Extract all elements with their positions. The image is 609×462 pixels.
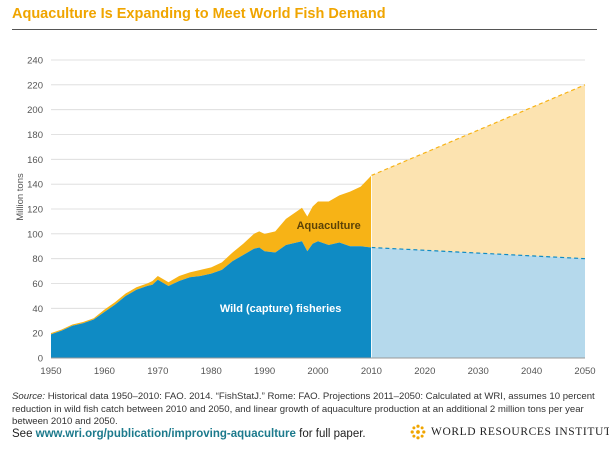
see-paper-line: See www.wri.org/publication/improving-aq… — [12, 428, 366, 440]
x-tick-label-1960: 1960 — [94, 366, 115, 377]
y-tick-label-80: 80 — [32, 254, 43, 265]
y-tick-label-60: 60 — [32, 279, 43, 290]
x-tick-label-1990: 1990 — [254, 366, 275, 377]
paper-link[interactable]: www.wri.org/publication/improving-aquacu… — [35, 428, 296, 440]
aquaculture-projection-line — [371, 84, 586, 177]
x-tick-label-2020: 2020 — [414, 366, 435, 377]
x-tick-label-2010: 2010 — [361, 366, 382, 377]
y-tick-label-40: 40 — [32, 304, 43, 315]
wri-logo: WORLD RESOURCES INSTITUTE — [410, 424, 609, 440]
x-tick-label-1970: 1970 — [147, 366, 168, 377]
y-tick-label-200: 200 — [27, 105, 43, 116]
y-tick-label-20: 20 — [32, 329, 43, 340]
see-suffix: for full paper. — [295, 428, 366, 440]
y-tick-label-240: 240 — [27, 56, 43, 67]
wild-projection-line — [371, 246, 586, 260]
x-tick-label-1950: 1950 — [40, 366, 61, 377]
title-divider — [12, 29, 597, 30]
x-tick-label-2030: 2030 — [468, 366, 489, 377]
aquaculture-projection-area — [371, 84, 585, 259]
y-tick-label-0: 0 — [38, 354, 43, 365]
wild-fisheries-area — [51, 241, 372, 358]
x-tick-label-2050: 2050 — [574, 366, 595, 377]
y-tick-label-220: 220 — [27, 80, 43, 91]
wild-fisheries-label: Wild (capture) fisheries — [220, 303, 342, 315]
see-prefix: See — [12, 428, 36, 440]
y-tick-label-140: 140 — [27, 180, 43, 191]
source-label: Source: — [12, 391, 46, 402]
x-tick-label-2000: 2000 — [307, 366, 328, 377]
aquaculture-label: Aquaculture — [297, 220, 361, 232]
y-tick-label-100: 100 — [27, 229, 43, 240]
source-text: Historical data 1950–2010: FAO. 2014. “F… — [12, 391, 595, 427]
wild-projection-area — [371, 247, 585, 358]
wri-logo-text: WORLD RESOURCES INSTITUTE — [431, 426, 609, 438]
source-note: Source: Historical data 1950–2010: FAO. … — [12, 391, 600, 429]
y-axis-title: Million tons — [15, 173, 26, 221]
wri-emblem-icon — [410, 424, 426, 440]
y-tick-label-180: 180 — [27, 130, 43, 141]
chart-title: Aquaculture Is Expanding to Meet World F… — [12, 6, 386, 22]
y-tick-label-160: 160 — [27, 155, 43, 166]
y-tick-label-120: 120 — [27, 205, 43, 216]
x-tick-label-2040: 2040 — [521, 366, 542, 377]
x-tick-label-1980: 1980 — [201, 366, 222, 377]
